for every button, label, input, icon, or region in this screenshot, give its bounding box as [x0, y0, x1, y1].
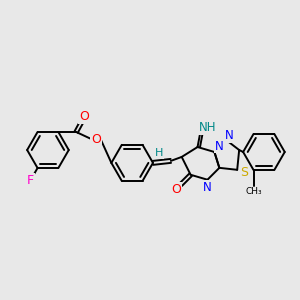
Text: O: O [91, 134, 101, 146]
Text: N: N [203, 181, 212, 194]
Text: H: H [155, 148, 163, 158]
Text: O: O [79, 110, 89, 123]
Text: N: N [215, 140, 224, 152]
Text: O: O [171, 183, 181, 196]
Text: S: S [240, 166, 248, 179]
Text: NH: NH [199, 121, 216, 134]
Text: F: F [27, 173, 34, 187]
Text: N: N [225, 129, 234, 142]
Text: CH₃: CH₃ [245, 187, 262, 196]
